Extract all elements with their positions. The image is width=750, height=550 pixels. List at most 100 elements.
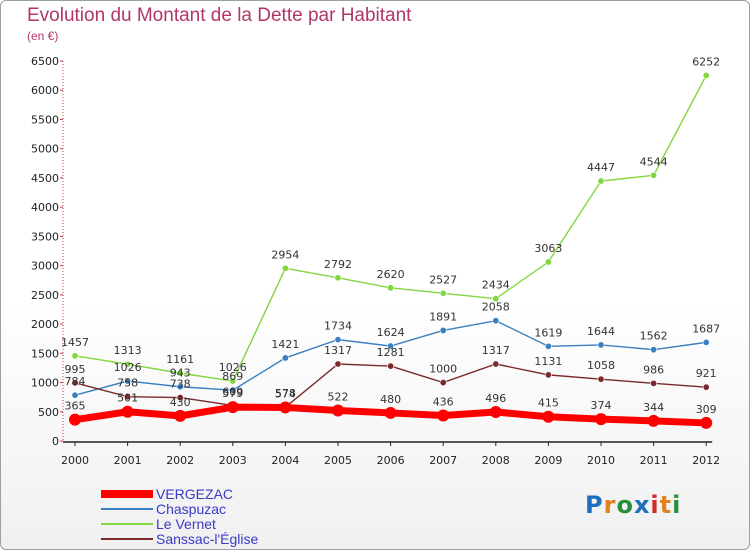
data-point-sanssac-l-glise bbox=[439, 379, 447, 387]
data-label: 2058 bbox=[482, 301, 510, 314]
data-label: 943 bbox=[170, 367, 191, 380]
y-tick-label: 5500 bbox=[31, 113, 59, 126]
data-label: 496 bbox=[485, 392, 506, 405]
data-label: 2620 bbox=[377, 268, 405, 281]
data-label: 578 bbox=[275, 387, 296, 400]
data-label: 995 bbox=[65, 363, 86, 376]
logo-letter: P bbox=[585, 491, 604, 519]
data-point-le-vernet bbox=[439, 289, 447, 297]
data-point-chaspuzac bbox=[544, 342, 552, 350]
data-point-vergezac bbox=[226, 401, 239, 414]
data-label: 1313 bbox=[114, 344, 142, 357]
data-label: 415 bbox=[538, 397, 559, 410]
data-label: 1317 bbox=[482, 344, 510, 357]
logo-letter: t bbox=[659, 491, 673, 519]
data-point-chaspuzac bbox=[176, 383, 184, 391]
data-label: 4447 bbox=[587, 161, 615, 174]
data-label: 1687 bbox=[692, 322, 720, 335]
data-point-sanssac-l-glise bbox=[124, 393, 132, 401]
x-tick-label: 2000 bbox=[61, 454, 89, 467]
data-point-sanssac-l-glise bbox=[597, 375, 605, 383]
data-point-vergezac bbox=[384, 406, 397, 419]
data-label: 480 bbox=[380, 393, 401, 406]
data-point-chaspuzac bbox=[334, 336, 342, 344]
data-label: 1562 bbox=[640, 330, 668, 343]
data-point-vergezac bbox=[332, 404, 344, 417]
data-label: 309 bbox=[696, 403, 717, 416]
data-label: 1281 bbox=[377, 346, 405, 359]
data-label: 2954 bbox=[271, 248, 299, 261]
x-tick-label: 2007 bbox=[429, 454, 457, 467]
data-point-sanssac-l-glise bbox=[71, 379, 79, 387]
data-point-vergezac bbox=[700, 416, 713, 429]
y-tick-label: 4000 bbox=[31, 201, 59, 214]
data-label: 3063 bbox=[534, 242, 562, 255]
data-point-sanssac-l-glise bbox=[387, 362, 395, 370]
x-tick-label: 2006 bbox=[377, 454, 405, 467]
x-tick-label: 2011 bbox=[640, 454, 668, 467]
data-point-le-vernet bbox=[387, 284, 395, 292]
y-tick-label: 5000 bbox=[31, 143, 59, 156]
x-tick-label: 2005 bbox=[324, 454, 352, 467]
data-label: 1131 bbox=[534, 355, 562, 368]
data-label: 374 bbox=[591, 399, 612, 412]
y-tick-label: 6000 bbox=[31, 84, 59, 97]
data-label: 738 bbox=[170, 378, 191, 391]
data-label: 921 bbox=[696, 367, 717, 380]
y-tick-label: 1000 bbox=[31, 377, 59, 390]
x-tick-label: 2003 bbox=[219, 454, 247, 467]
data-label: 6252 bbox=[692, 55, 720, 68]
logo-letter: r bbox=[603, 491, 617, 519]
legend-label: Chaspuzac bbox=[156, 501, 226, 517]
axes: 0 500 1000 1500 2000 2500 3000 3500 4000 4500 5000… bbox=[31, 55, 720, 467]
data-label: 1421 bbox=[271, 338, 299, 351]
data-point-chaspuzac bbox=[281, 354, 289, 362]
data-label: 609 bbox=[222, 385, 243, 398]
data-label: 1317 bbox=[324, 344, 352, 357]
data-point-vergezac bbox=[121, 405, 134, 418]
data-point-le-vernet bbox=[334, 274, 342, 282]
data-label: 365 bbox=[65, 400, 86, 413]
data-point-chaspuzac bbox=[597, 341, 605, 349]
y-tick-label: 6500 bbox=[31, 55, 59, 68]
logo-letter: o bbox=[616, 491, 634, 519]
logo-letter: x bbox=[633, 491, 651, 519]
data-point-le-vernet bbox=[492, 295, 500, 303]
data-point-chaspuzac bbox=[71, 391, 79, 399]
data-point-le-vernet bbox=[71, 352, 79, 360]
x-tick-label: 2002 bbox=[166, 454, 194, 467]
data-point-vergezac bbox=[174, 409, 187, 422]
data-label: 2527 bbox=[429, 273, 457, 286]
y-tick-label: 4500 bbox=[31, 172, 59, 185]
data-label: 869 bbox=[222, 370, 243, 383]
data-label: 1644 bbox=[587, 325, 615, 338]
data-label: 1026 bbox=[114, 361, 142, 374]
data-point-chaspuzac bbox=[387, 342, 395, 350]
x-tick-label: 2001 bbox=[114, 454, 142, 467]
data-point-le-vernet bbox=[281, 264, 289, 272]
data-point-le-vernet bbox=[229, 377, 237, 385]
data-point-le-vernet bbox=[124, 360, 132, 368]
data-point-vergezac bbox=[647, 414, 660, 427]
data-point-le-vernet bbox=[176, 369, 184, 377]
data-point-sanssac-l-glise bbox=[176, 394, 184, 402]
y-tick-label: 500 bbox=[38, 406, 59, 419]
data-point-sanssac-l-glise bbox=[544, 371, 552, 379]
x-tick-label: 2012 bbox=[692, 454, 720, 467]
data-point-le-vernet bbox=[597, 177, 605, 185]
data-point-sanssac-l-glise bbox=[492, 360, 500, 368]
data-label: 1891 bbox=[429, 310, 457, 323]
data-label: 1058 bbox=[587, 359, 615, 372]
data-point-chaspuzac bbox=[492, 317, 500, 325]
legend-label: VERGEZAC bbox=[156, 486, 233, 502]
chart-title: Evolution du Montant de la Dette par Hab… bbox=[27, 5, 412, 26]
y-tick-label: 1500 bbox=[31, 347, 59, 360]
data-point-chaspuzac bbox=[702, 338, 710, 346]
y-tick-label: 3500 bbox=[31, 230, 59, 243]
legend-label: Le Vernet bbox=[156, 516, 216, 532]
data-label: 1161 bbox=[166, 353, 194, 366]
proxiti-logo: Proxiti bbox=[585, 491, 681, 519]
